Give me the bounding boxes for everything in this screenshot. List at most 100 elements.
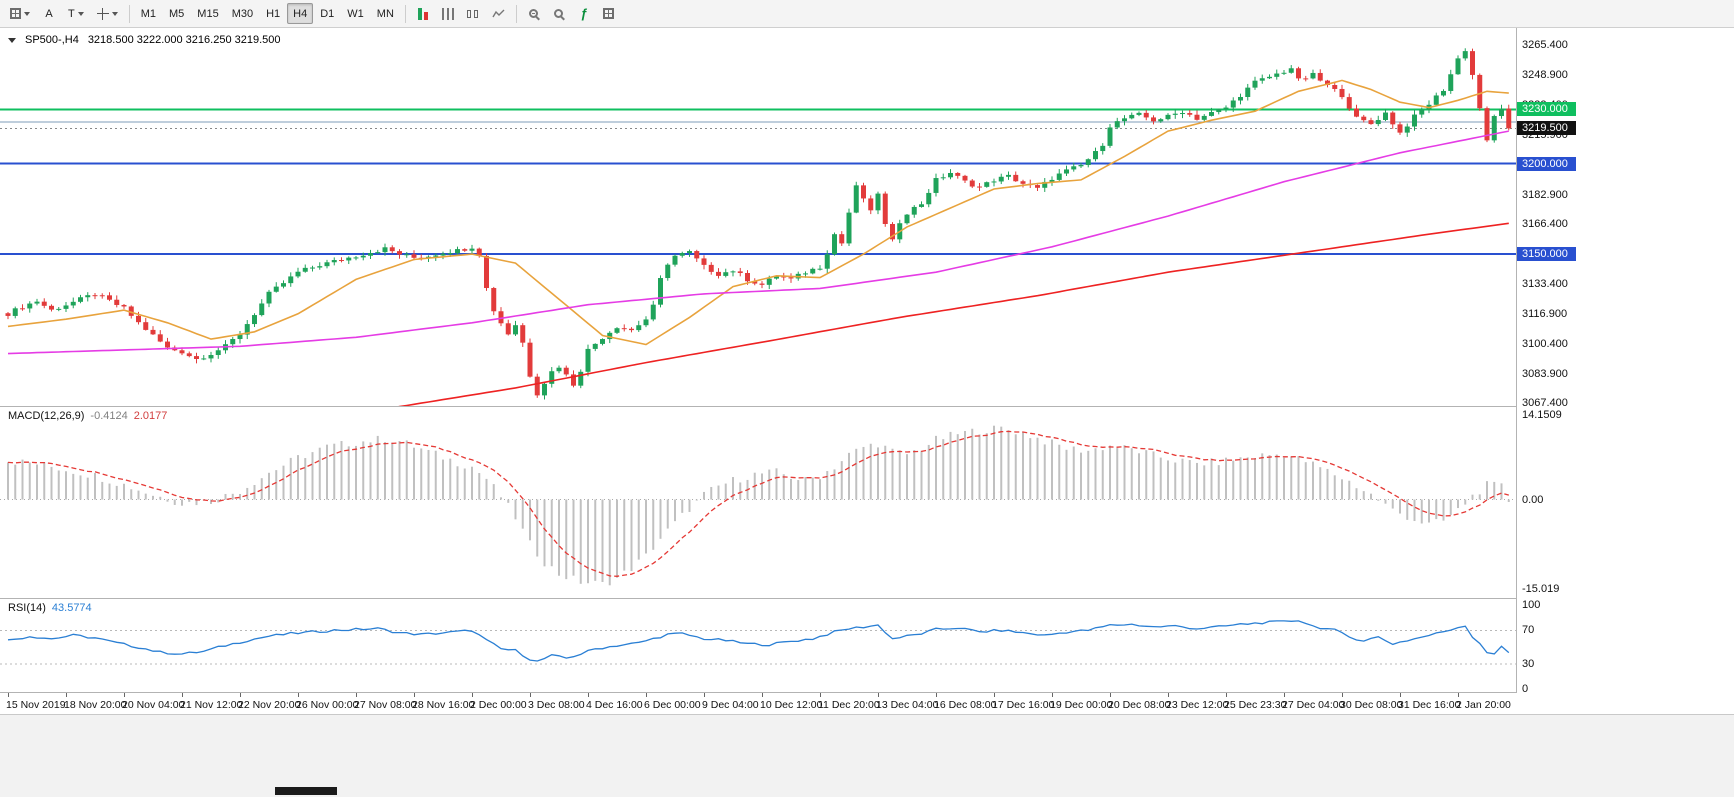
macd-signal-line [7,430,1509,577]
time-axis-label: 22 Nov 20:00 [238,699,301,711]
time-axis-label: 6 Dec 00:00 [644,699,701,711]
time-axis-tick [588,693,589,697]
price-scale[interactable]: 3265.4003248.9003232.4003215.9003199.400… [1517,28,1734,714]
indicators-button[interactable]: ƒ [572,3,596,24]
time-axis-label: 9 Dec 04:00 [702,699,759,711]
time-axis-tick [762,693,763,697]
toolbar-separator [128,4,130,23]
macd-signal-value: 2.0177 [133,410,168,422]
chevron-down-icon [77,11,84,16]
time-axis-tick [1168,693,1169,697]
time-axis-label: 28 Nov 16:00 [412,699,475,711]
price-tick-label: 3248.900 [1522,69,1568,82]
chart-title: SP500-,H4 3218.500 3222.000 3216.250 321… [8,34,281,46]
timeframe-h1[interactable]: H1 [260,3,286,24]
time-axis-label: 15 Nov 2019 [6,699,66,711]
tile-windows-button[interactable] [597,3,621,24]
timeframe-m30[interactable]: M30 [226,3,259,24]
panel-splitter[interactable] [0,406,1734,407]
chart-candles-button[interactable] [461,3,485,24]
rsi-chart-canvas[interactable] [0,599,1516,692]
time-axis-tick [646,693,647,697]
time-axis-label: 16 Dec 08:00 [934,699,997,711]
new-order-button[interactable] [411,3,435,24]
time-axis-tick [1342,693,1343,697]
one-click-trading-icon[interactable] [8,37,16,43]
time-axis-label: 25 Dec 23:30 [1224,699,1287,711]
symbol-period-label: SP500-,H4 [25,34,79,46]
rsi-panel[interactable]: RSI(14) 43.5774 [0,599,1734,692]
time-axis-label: 26 Nov 00:00 [296,699,359,711]
chart-line-button[interactable] [486,3,511,24]
time-axis-tick [878,693,879,697]
timeframe-h4[interactable]: H4 [287,3,314,24]
timeframe-d1[interactable]: D1 [314,3,340,24]
zoom-out-icon [554,9,564,18]
timeframe-m1[interactable]: M1 [135,3,162,24]
macd-name: MACD(12,26,9) [8,410,85,422]
macd-panel[interactable]: MACD(12,26,9) -0.4124 2.0177 [0,407,1734,598]
new-order-icon [417,7,428,20]
time-axis-label: 20 Nov 04:00 [122,699,185,711]
toolbar-separator [515,4,517,23]
timeframe-mn[interactable]: MN [371,3,400,24]
ma-fast-orange [7,79,1509,346]
hline-price-label: 3150.000 [1517,247,1576,262]
price-tick-label: 3100.400 [1522,337,1568,350]
text-tool-button[interactable]: T [62,3,90,24]
timeframe-m5[interactable]: M5 [163,3,190,24]
indicators-icon: ƒ [580,5,588,21]
macd-main-value: -0.4124 [90,410,128,422]
time-scale[interactable]: 15 Nov 2019 18 Nov 20:00 20 Nov 04:00 21 No… [0,693,1734,714]
time-axis-label: 18 Nov 20:00 [64,699,127,711]
time-axis-tick [182,693,183,697]
time-axis-tick [1110,693,1111,697]
zoom-out-button[interactable] [547,3,571,24]
hline-price-label: 3230.000 [1517,102,1576,117]
price-tick-label: 3166.400 [1522,218,1568,231]
bar-chart-icon [441,7,454,20]
time-axis-tick [414,693,415,697]
price-tick-label: 3265.400 [1522,39,1568,52]
time-axis-label: 30 Dec 08:00 [1340,699,1403,711]
zoom-in-icon [529,9,539,18]
chevron-down-icon [111,11,118,16]
time-axis-tick [1226,693,1227,697]
macd-chart-canvas[interactable] [0,407,1516,598]
rsi-tick-label: 70 [1522,624,1535,637]
timeframe-m15[interactable]: M15 [191,3,224,24]
horizontal-scrollbar-thumb[interactable] [275,787,337,795]
price-chart-canvas[interactable] [0,28,1516,406]
time-axis-label: 11 Dec 20:00 [818,699,880,711]
charts-menu-button[interactable] [4,3,36,24]
time-axis-tick [936,693,937,697]
current-price-label: 3219.500 [1517,121,1576,136]
time-axis-tick [820,693,821,697]
zoom-in-button[interactable] [522,3,546,24]
candlestick-chart-icon [467,8,479,20]
time-axis-label: 21 Nov 12:00 [180,699,243,711]
price-tick-label: 3067.400 [1522,397,1568,410]
time-axis-tick [66,693,67,697]
time-axis-tick [1458,693,1459,697]
time-axis-tick [704,693,705,697]
timeframe-w1[interactable]: W1 [341,3,370,24]
price-tick-label: 3083.900 [1522,367,1568,380]
toolbar: A T M1 M5 M15 M30 H1 H4 D1 W1 MN [0,0,1734,28]
chart-bars-button[interactable] [436,3,460,24]
rsi-tick-label: 0 [1522,683,1529,696]
time-axis-label: 10 Dec 12:00 [760,699,823,711]
rsi-label: RSI(14) 43.5774 [8,602,98,614]
tile-windows-icon [603,8,615,19]
price-panel[interactable]: SP500-,H4 3218.500 3222.000 3216.250 321… [0,28,1734,406]
time-axis-label: 23 Dec 12:00 [1166,699,1229,711]
crosshair-tool-button[interactable] [91,3,124,24]
time-axis-tick [240,693,241,697]
rsi-value: 43.5774 [51,602,92,614]
chevron-down-icon [24,11,30,16]
panel-splitter[interactable] [0,598,1734,599]
time-axis-label: 2 Dec 00:00 [470,699,527,711]
time-axis-label: 17 Dec 16:00 [992,699,1055,711]
macd-label: MACD(12,26,9) -0.4124 2.0177 [8,410,173,422]
font-tool-button[interactable]: A [37,3,61,24]
